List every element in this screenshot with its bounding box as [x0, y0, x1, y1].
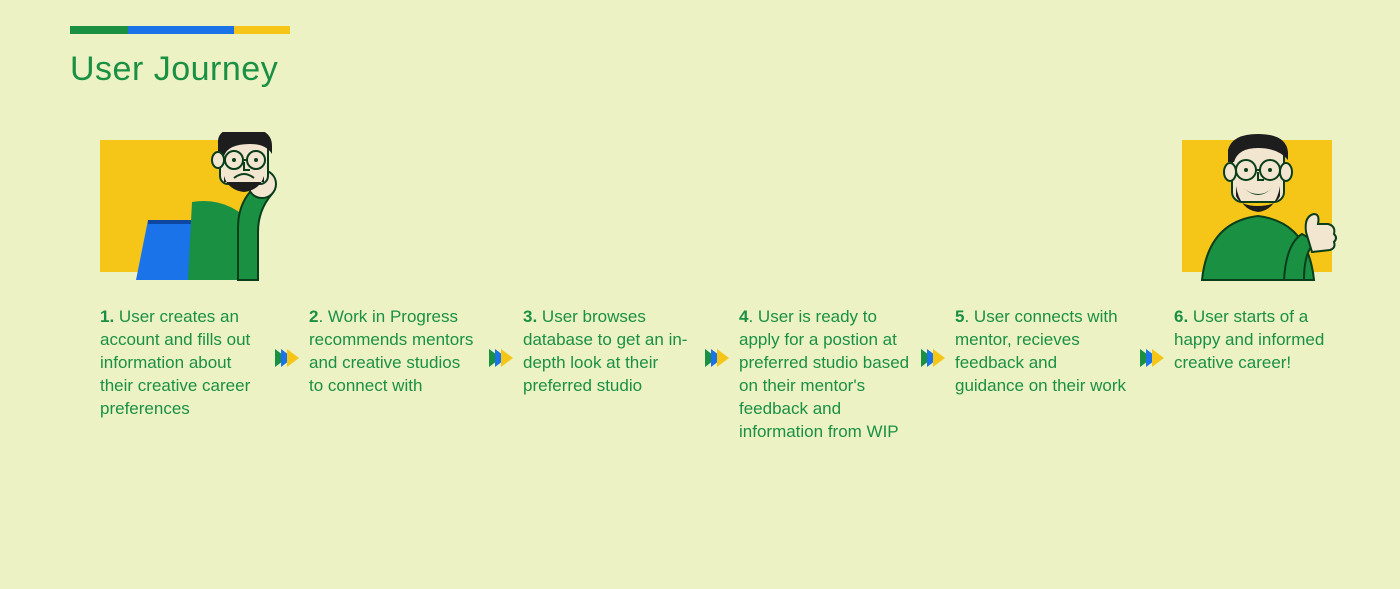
journey-steps: 1. User creates an account and fills out… [100, 306, 1340, 444]
step-text: User browses database to get an in-depth… [523, 307, 687, 395]
step-3: 3. User browses database to get an in-de… [523, 306, 695, 398]
illustration-end [1174, 132, 1344, 297]
stripe-green [70, 26, 128, 34]
page-title: User Journey [70, 50, 278, 89]
chevron-icon [265, 306, 309, 375]
step-number: 1. [100, 307, 114, 326]
chevron-icon [911, 306, 955, 375]
step-text: . User is ready to apply for a postion a… [739, 307, 909, 441]
stripe-blue [128, 26, 234, 34]
step-text: . Work in Progress recommends mentors an… [309, 307, 473, 395]
step-5: 5. User connects with mentor, recieves f… [955, 306, 1130, 398]
accent-stripe [70, 26, 290, 34]
step-text: . User connects with mentor, recieves fe… [955, 307, 1126, 395]
chevron-icon [479, 306, 523, 375]
step-text: User creates an account and fills out in… [100, 307, 250, 418]
step-6: 6. User starts of a happy and informed c… [1174, 306, 1329, 375]
step-1: 1. User creates an account and fills out… [100, 306, 265, 421]
chevron-icon [1130, 306, 1174, 375]
step-text: User starts of a happy and informed crea… [1174, 307, 1324, 372]
step-number: 6. [1174, 307, 1188, 326]
step-number: 3. [523, 307, 537, 326]
stripe-yellow [234, 26, 290, 34]
step-4: 4. User is ready to apply for a postion … [739, 306, 911, 444]
illustration-start [100, 132, 300, 297]
step-2: 2. Work in Progress recommends mentors a… [309, 306, 479, 398]
chevron-icon [695, 306, 739, 375]
